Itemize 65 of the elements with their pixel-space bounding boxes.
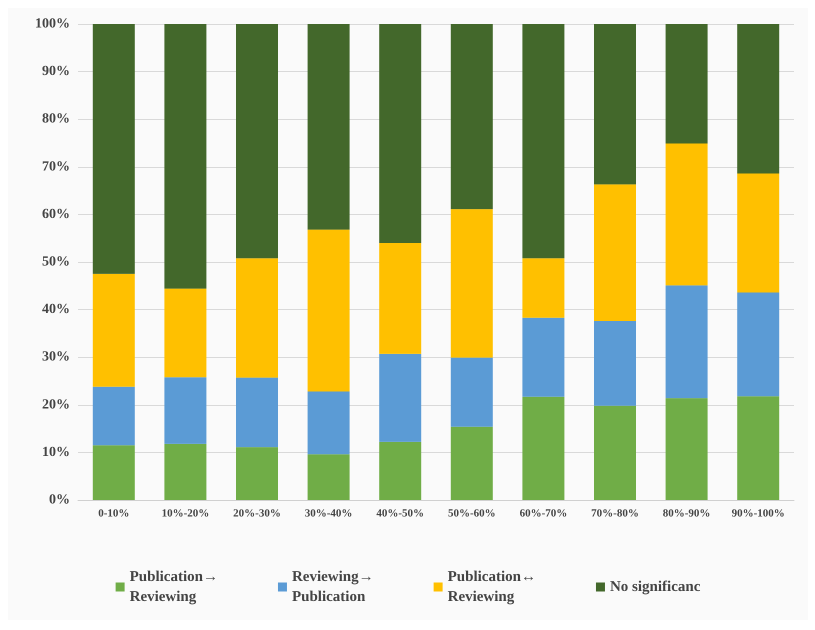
x-tick-label: 0-10% — [98, 508, 130, 520]
bar — [737, 292, 780, 396]
x-tick-label: 70%-80% — [591, 508, 639, 520]
x-tick-label: 90%-100% — [732, 508, 785, 520]
x-tick-label: 30%-40% — [304, 508, 352, 520]
bar — [666, 398, 708, 500]
bar — [236, 258, 278, 378]
bar — [379, 24, 422, 243]
y-tick-label: 10% — [42, 444, 70, 460]
bar — [308, 391, 350, 454]
y-tick-label: 80% — [42, 112, 70, 127]
x-tick-label: 80%-90% — [662, 508, 710, 520]
bar — [379, 442, 422, 500]
x-tick-label: 50%-60% — [448, 508, 496, 520]
bar — [92, 24, 135, 274]
x-tick-label: 10%-20% — [162, 508, 210, 520]
bar — [450, 24, 493, 210]
bar — [308, 230, 350, 392]
bar — [666, 143, 708, 286]
bar — [737, 24, 780, 174]
bar — [164, 24, 206, 289]
bar — [92, 274, 135, 387]
x-tick-label: 60%-70% — [520, 508, 568, 520]
bar — [164, 444, 206, 500]
bar — [236, 447, 278, 500]
y-tick-label: 60% — [42, 206, 70, 222]
y-tick-label: 30% — [42, 350, 70, 365]
bar — [450, 209, 493, 358]
bar — [522, 318, 564, 397]
y-tick-label: 90% — [42, 64, 70, 80]
y-tick-label: 100% — [35, 16, 70, 32]
legend-label: Publication↔ Reviewing — [448, 569, 536, 605]
bar — [450, 358, 493, 427]
bar — [236, 378, 278, 448]
x-tick-label: 20%-30% — [233, 508, 281, 520]
bar — [666, 24, 708, 144]
x-tick-label: 40%-50% — [376, 508, 424, 520]
bar — [450, 426, 493, 500]
y-tick-label: 20% — [42, 397, 70, 412]
bar — [379, 354, 422, 442]
bar — [164, 377, 206, 444]
bar — [308, 24, 350, 230]
y-tick-label: 70% — [42, 159, 70, 174]
bar — [92, 445, 135, 500]
y-tick-label: 50% — [42, 254, 70, 270]
legend-label: Publication→ Reviewing — [130, 569, 218, 605]
bar — [666, 285, 708, 398]
bar — [594, 321, 636, 406]
bar — [522, 24, 564, 258]
y-tick-label: 0% — [49, 492, 70, 508]
bar — [379, 242, 422, 354]
bar — [594, 184, 636, 322]
bar — [522, 396, 564, 500]
bar — [737, 173, 780, 292]
bar — [308, 454, 350, 500]
bar — [236, 24, 278, 258]
bar — [164, 288, 206, 378]
bar — [594, 24, 636, 184]
y-tick-label: 40% — [42, 302, 70, 318]
bar — [522, 258, 564, 318]
bar — [737, 396, 780, 500]
bar — [92, 386, 135, 446]
legend-label: No significanc — [610, 579, 701, 595]
bar — [594, 406, 636, 500]
legend-label: Reviewing→ Publication — [292, 569, 374, 605]
